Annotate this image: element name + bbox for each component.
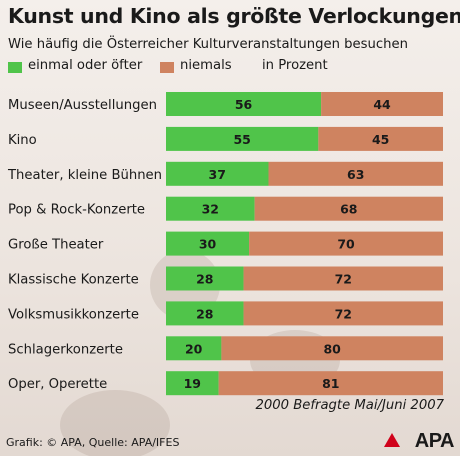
chart-title: Kunst und Kino als größte Verlockungen <box>8 4 460 28</box>
bar-segment-niemals <box>243 301 443 326</box>
data-label: 28 <box>196 306 213 321</box>
apa-logo-text: APA <box>414 430 455 452</box>
data-label: 30 <box>199 237 217 252</box>
data-label: 56 <box>235 97 253 112</box>
category-label: Theater, kleine Bühnen <box>7 168 162 183</box>
category-label: Oper, Operette <box>8 377 107 392</box>
bar-segment-einmal <box>166 161 269 186</box>
legend-label: einmal oder öfter <box>28 58 143 73</box>
category-label: Museen/Ausstellungen <box>8 98 157 113</box>
category-label: Große Theater <box>8 238 104 253</box>
data-label: 81 <box>322 376 339 391</box>
bar-segment-einmal <box>166 301 244 326</box>
sample-note: 2000 Befragte Mai/Juni 2007 <box>255 398 445 413</box>
data-label: 68 <box>340 202 357 217</box>
data-label: 44 <box>373 97 391 112</box>
bar-segment-einmal <box>166 92 322 116</box>
data-label: 37 <box>209 167 226 182</box>
apa-logo-triangle-icon <box>384 433 400 447</box>
chart-subtitle: Wie häufig die Österreicher Kulturverans… <box>8 37 408 52</box>
bar-segment-niemals <box>243 266 443 291</box>
bar-segment-niemals <box>249 231 443 256</box>
data-label: 80 <box>323 341 341 356</box>
data-label: 55 <box>233 132 250 147</box>
data-label: 72 <box>335 272 352 287</box>
bar-segment-niemals <box>218 371 443 396</box>
data-label: 70 <box>337 237 355 252</box>
bar-segment-niemals <box>268 161 443 186</box>
legend-label: niemals <box>180 58 232 73</box>
category-label: Schlagerkonzerte <box>8 342 123 357</box>
data-label: 32 <box>202 202 219 217</box>
data-label: 63 <box>347 167 364 182</box>
category-label: Klassische Konzerte <box>8 273 139 288</box>
category-label: Volksmusikkonzerte <box>8 307 139 322</box>
legend-unit-label: in Prozent <box>262 58 328 73</box>
data-label: 28 <box>196 272 213 287</box>
data-label: 20 <box>185 341 203 356</box>
bar-segment-einmal <box>166 196 255 221</box>
category-label: Kino <box>8 133 37 148</box>
bar-segment-niemals <box>321 92 443 116</box>
data-label: 72 <box>335 306 352 321</box>
data-label: 19 <box>184 376 201 391</box>
background-figure-decoration <box>60 390 170 456</box>
bar-segment-einmal <box>166 126 319 151</box>
bar-segment-niemals <box>318 126 443 151</box>
bar-segment-einmal <box>166 266 244 291</box>
bar-segment-einmal <box>166 336 222 361</box>
legend-swatch-orange <box>160 62 174 73</box>
bar-segment-einmal <box>166 371 219 396</box>
data-label: 45 <box>372 132 389 147</box>
bar-segment-niemals <box>254 196 443 221</box>
legend-swatch-green <box>8 62 22 73</box>
source-credit: Grafik: © APA, Quelle: APA/IFES <box>6 436 180 449</box>
bar-segment-einmal <box>166 231 250 256</box>
category-label: Pop & Rock-Konzerte <box>8 203 145 218</box>
bar-segment-niemals <box>221 336 443 361</box>
